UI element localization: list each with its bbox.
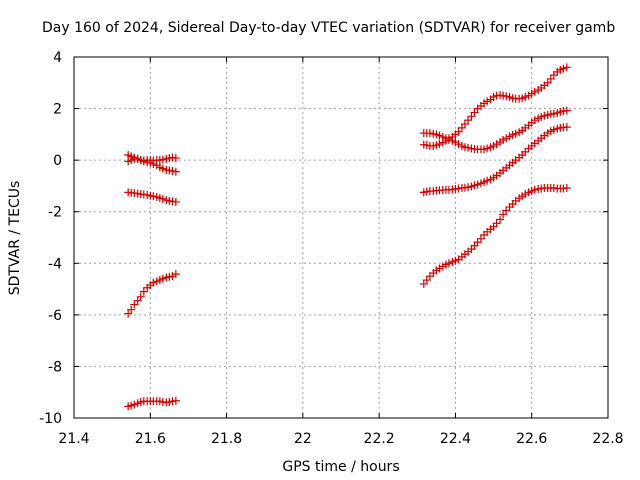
data-point [435,140,444,149]
data-point [540,111,549,120]
data-point [454,140,463,149]
data-point [521,92,530,101]
y-tick-label: -8 [48,359,62,375]
data-point [473,180,482,189]
data-point [130,400,139,409]
data-point [171,167,180,176]
x-tick-label: 22.8 [592,431,623,447]
data-point [158,164,167,173]
data-point [171,396,180,405]
data-point [562,106,571,115]
series-arc-late-2 [419,106,571,154]
data-point [549,109,558,118]
plot-frame [73,56,609,419]
data-points [124,63,571,411]
series-arc-late-4 [419,183,571,288]
series-arc-early-5 [124,396,180,411]
y-axis-label: SDTVAR / TECUs [7,181,23,296]
series-arc-early-1 [124,150,180,176]
x-tick-label: 22.2 [364,431,395,447]
data-point [168,272,177,281]
data-point [502,134,511,143]
chart-title: Day 160 of 2024, Sidereal Day-to-day VTE… [42,20,615,36]
data-point [149,278,158,287]
data-point [502,206,511,215]
y-tick-label: -10 [39,411,62,427]
data-point [511,129,520,138]
data-point [149,192,158,201]
x-tick-label: 22 [294,431,312,447]
data-point [158,274,167,283]
data-point [158,194,167,203]
data-point [473,238,482,247]
series-arc-early-3 [124,188,180,206]
data-point [521,190,530,199]
data-point [136,292,145,301]
data-point [130,300,139,309]
data-point [530,185,539,194]
x-tick-label: 22.6 [516,431,547,447]
x-tick-label: 21.6 [135,431,166,447]
data-point [559,64,568,73]
data-point [521,147,530,156]
data-point [139,287,148,296]
data-point [464,116,473,125]
series-arc-early-2 [124,153,180,166]
data-point [502,92,511,101]
y-tick-label: 4 [53,50,62,66]
data-point [435,131,444,140]
data-point [483,144,492,153]
data-point [127,305,136,314]
data-point [171,197,180,206]
y-tick-label: 2 [53,102,62,118]
y-tick-label: -6 [48,308,62,324]
series-arc-late-3 [419,123,571,197]
data-point [549,125,558,134]
data-point [444,136,453,145]
data-point [483,176,492,185]
data-point [492,140,501,149]
data-point [464,183,473,192]
data-point [562,63,571,72]
x-tick-label: 21.8 [211,431,242,447]
x-tick-label: 22.4 [440,431,471,447]
y-tick-label: 0 [53,153,62,169]
data-point [435,264,444,273]
data-point [562,183,571,192]
axis-ticks: 21.4 21.6 21.8 22 22.2 22.4 22.6 22.8 -10 -8 -6 -4 -… [39,50,623,447]
series-arc-early-4 [124,270,180,318]
data-point [562,123,571,132]
data-point [483,97,492,106]
grid [74,57,608,418]
data-point [496,215,505,224]
data-point [168,166,177,175]
data-point [454,127,463,136]
data-point [425,129,434,138]
data-point [171,270,180,279]
data-point [492,219,501,228]
data-point [530,116,539,125]
data-point [464,143,473,152]
data-point [171,154,180,163]
x-axis-label: GPS time / hours [282,459,399,475]
y-tick-label: -2 [48,205,62,221]
y-tick-label: -4 [48,256,62,272]
data-point [444,259,453,268]
data-point [158,155,167,164]
x-tick-label: 21.4 [58,431,89,447]
data-point [530,87,539,96]
series-arc-late-1 [419,63,571,143]
